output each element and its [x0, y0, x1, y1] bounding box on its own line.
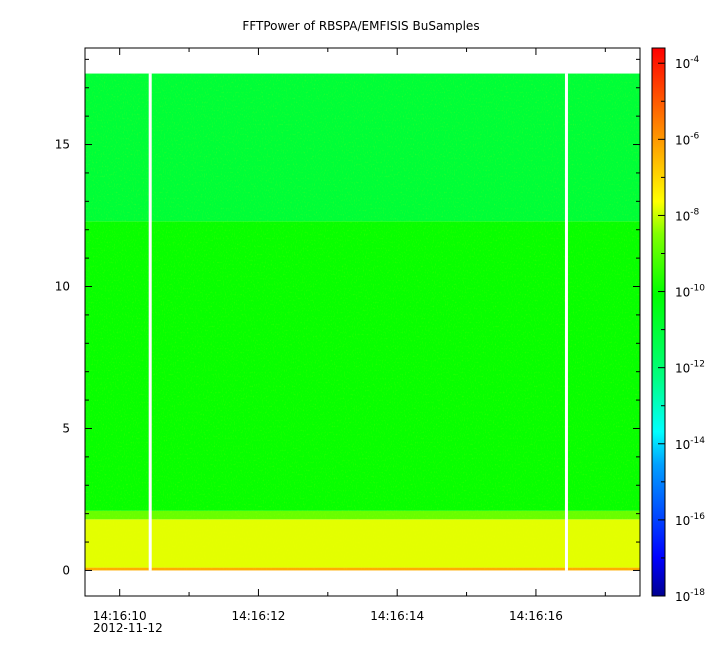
x-tick-label: 14:16:14: [370, 609, 424, 623]
chart-title: FFTPower of RBSPA/EMFISIS BuSamples: [242, 19, 479, 33]
y-axis: 0 5 10 15: [55, 58, 640, 577]
spectrogram-noise: [85, 73, 640, 571]
colorbar-tick-label: 10-4: [675, 55, 700, 71]
colorbar-axis: 10-18 10-16 10-14 10-12 10-10 10-8 10-6 10-4: [658, 55, 705, 604]
x-axis: 14:16:10 14:16:12 14:16:14 14:16:16: [93, 48, 606, 623]
plot-frame: [84, 47, 641, 597]
colorbar: [651, 47, 666, 597]
y-tick-label: 10: [55, 280, 70, 294]
x-tick-label: 14:16:12: [231, 609, 285, 623]
x-tick-label: 14:16:10: [93, 609, 147, 623]
data-gap-1: [564, 73, 568, 571]
x-tick-label: 14:16:16: [509, 609, 563, 623]
colorbar-tick-label: 10-12: [675, 360, 705, 376]
colorbar-tick-label: 10-6: [675, 131, 700, 147]
colorbar-tick-label: 10-10: [675, 284, 705, 300]
y-tick-label: 15: [55, 138, 70, 152]
colorbar-tick-label: 10-14: [675, 436, 705, 452]
x-axis-date-label: 2012-11-12: [93, 621, 163, 635]
spectrogram-plot-area: [84, 47, 641, 597]
data-gap-0: [148, 73, 152, 571]
colorbar-tick-label: 10-16: [675, 512, 705, 528]
colorbar-tick-label: 10-18: [675, 588, 705, 604]
y-tick-label: 0: [62, 563, 70, 577]
colorbar-tick-label: 10-8: [675, 207, 700, 223]
y-tick-label: 5: [62, 421, 70, 435]
